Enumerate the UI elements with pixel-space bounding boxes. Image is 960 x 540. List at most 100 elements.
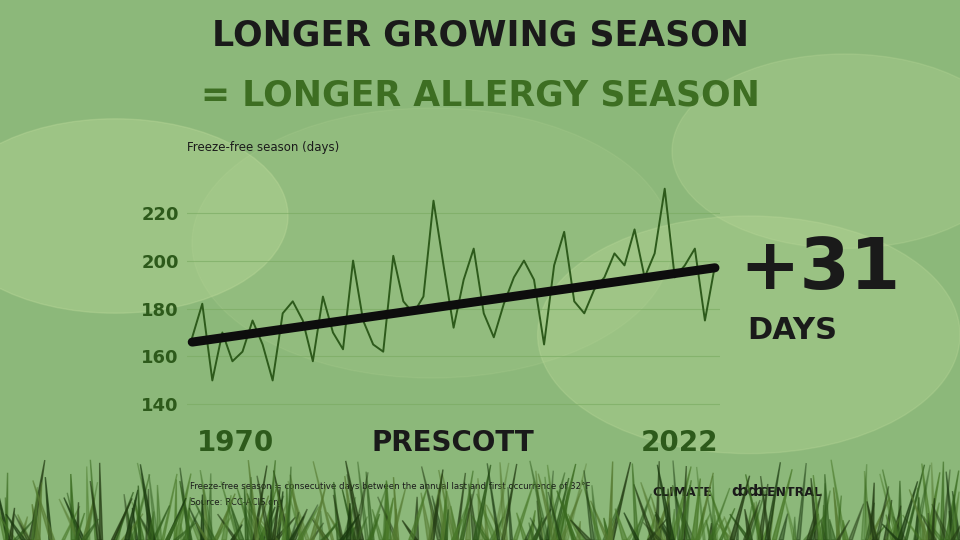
Polygon shape (756, 502, 760, 540)
Polygon shape (873, 525, 885, 540)
Polygon shape (290, 512, 299, 540)
Polygon shape (358, 462, 369, 540)
Polygon shape (264, 496, 284, 540)
Polygon shape (310, 485, 326, 540)
Text: 1970: 1970 (197, 429, 274, 457)
Polygon shape (269, 502, 287, 540)
Text: Source: RCC-ACIS.org: Source: RCC-ACIS.org (190, 497, 282, 507)
Polygon shape (530, 518, 542, 540)
Polygon shape (947, 471, 954, 540)
Polygon shape (86, 467, 90, 540)
Polygon shape (372, 509, 383, 540)
Polygon shape (922, 463, 933, 540)
Polygon shape (870, 483, 875, 540)
Polygon shape (333, 495, 344, 540)
Circle shape (538, 216, 960, 454)
Polygon shape (570, 520, 591, 540)
Polygon shape (32, 504, 40, 540)
Polygon shape (697, 467, 706, 540)
Polygon shape (528, 510, 536, 540)
Polygon shape (134, 500, 144, 540)
Polygon shape (656, 517, 662, 540)
Polygon shape (212, 515, 232, 540)
Polygon shape (516, 513, 527, 540)
Polygon shape (478, 478, 483, 540)
Polygon shape (442, 474, 459, 540)
Polygon shape (343, 489, 356, 540)
Polygon shape (609, 462, 612, 540)
Polygon shape (201, 495, 204, 540)
Polygon shape (313, 461, 333, 540)
Polygon shape (290, 496, 303, 540)
Polygon shape (245, 487, 249, 540)
Polygon shape (829, 519, 836, 540)
Polygon shape (76, 502, 79, 540)
Polygon shape (432, 496, 445, 540)
Polygon shape (246, 507, 263, 540)
Polygon shape (273, 488, 280, 540)
Polygon shape (313, 518, 327, 540)
Polygon shape (655, 515, 670, 540)
Polygon shape (809, 514, 818, 540)
Polygon shape (643, 522, 661, 540)
Polygon shape (529, 523, 535, 540)
Polygon shape (471, 515, 489, 540)
Polygon shape (882, 469, 900, 540)
Polygon shape (452, 519, 462, 540)
Polygon shape (366, 471, 374, 540)
Polygon shape (327, 512, 345, 540)
Text: CENTRAL: CENTRAL (758, 486, 823, 499)
Polygon shape (949, 511, 953, 540)
Polygon shape (898, 481, 902, 540)
Polygon shape (905, 465, 924, 540)
Polygon shape (931, 463, 936, 540)
Polygon shape (603, 499, 622, 540)
Polygon shape (36, 483, 41, 540)
Polygon shape (184, 497, 190, 540)
Polygon shape (822, 483, 827, 540)
Polygon shape (0, 516, 16, 540)
Polygon shape (576, 521, 581, 540)
Polygon shape (247, 494, 264, 540)
Polygon shape (706, 520, 711, 540)
Polygon shape (460, 471, 473, 540)
Polygon shape (218, 514, 237, 540)
Polygon shape (514, 482, 534, 540)
Polygon shape (724, 516, 734, 540)
Polygon shape (452, 494, 472, 540)
Polygon shape (921, 515, 936, 540)
Polygon shape (421, 467, 442, 540)
Polygon shape (743, 500, 760, 540)
Polygon shape (83, 498, 94, 540)
Polygon shape (925, 472, 940, 540)
Polygon shape (468, 484, 478, 540)
Polygon shape (253, 496, 269, 540)
Polygon shape (544, 472, 564, 540)
Polygon shape (746, 509, 755, 540)
Polygon shape (634, 484, 655, 540)
Text: CLIMATE: CLIMATE (653, 486, 712, 499)
Polygon shape (64, 497, 85, 540)
Polygon shape (932, 504, 950, 540)
Polygon shape (867, 502, 877, 540)
Polygon shape (493, 497, 511, 540)
Polygon shape (312, 519, 328, 540)
Text: +31: +31 (739, 235, 900, 304)
Polygon shape (17, 515, 31, 540)
Polygon shape (730, 476, 750, 540)
Polygon shape (811, 478, 819, 540)
Polygon shape (165, 506, 184, 540)
Polygon shape (345, 476, 356, 540)
Polygon shape (402, 521, 418, 540)
Polygon shape (174, 523, 196, 540)
Text: DAYS: DAYS (747, 316, 837, 345)
Polygon shape (346, 461, 364, 540)
Polygon shape (648, 522, 658, 540)
Polygon shape (768, 491, 776, 540)
Polygon shape (323, 521, 338, 540)
Polygon shape (430, 505, 433, 540)
Polygon shape (545, 477, 552, 540)
Polygon shape (439, 490, 447, 540)
Polygon shape (666, 489, 672, 540)
Polygon shape (710, 491, 729, 540)
